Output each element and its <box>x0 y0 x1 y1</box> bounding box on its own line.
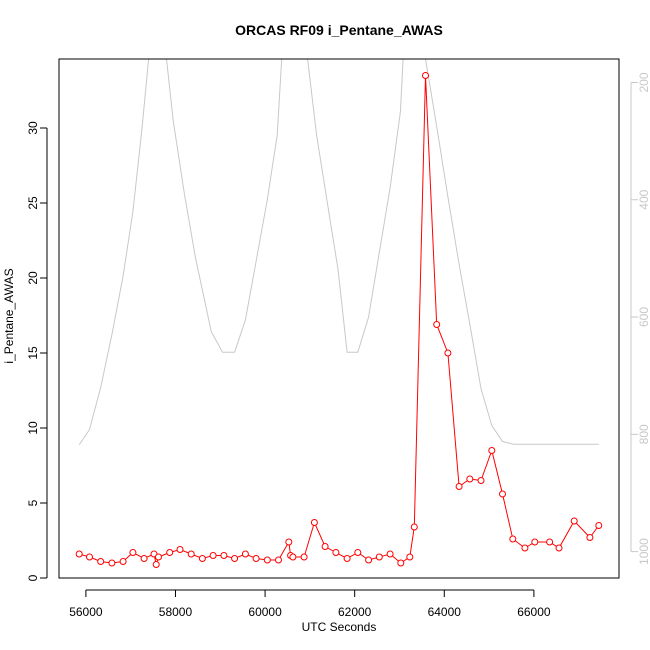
secondary-series-layer <box>78 59 599 446</box>
data-point <box>119 558 127 565</box>
x-tick-label: 58000 <box>159 605 193 619</box>
secondary-y-axis: 200 400 600 800 1000 <box>630 72 650 565</box>
data-point <box>321 543 329 550</box>
data-point <box>252 555 260 562</box>
data-point <box>332 549 340 556</box>
data-point <box>241 550 249 558</box>
data-point <box>198 555 206 562</box>
data-point <box>410 523 418 531</box>
plot-frame <box>58 58 620 579</box>
data-point <box>108 559 116 567</box>
data-point <box>176 546 184 553</box>
y-tick-label: 5 <box>26 499 40 506</box>
data-point <box>97 558 105 565</box>
x-axis: 56000 58000 60000 62000 64000 66000 <box>69 589 551 619</box>
data-point <box>406 553 414 561</box>
data-point <box>570 517 578 525</box>
data-point <box>531 538 539 546</box>
y-tick-label: 15 <box>26 346 40 360</box>
y-tick-label: 30 <box>26 121 40 135</box>
x-tick-label: 64000 <box>428 605 462 619</box>
data-point <box>354 549 362 556</box>
data-point <box>310 519 318 526</box>
y-axis-label: i_Pentane_AWAS <box>2 268 16 363</box>
data-point <box>586 534 594 541</box>
data-point <box>477 477 485 484</box>
data-point <box>187 550 195 558</box>
data-point <box>521 544 529 552</box>
data-point <box>231 555 239 562</box>
data-point <box>546 538 554 546</box>
x-tick-label: 66000 <box>517 605 551 619</box>
data-point <box>343 555 351 562</box>
data-point <box>300 553 308 561</box>
data-point <box>275 556 282 564</box>
data-point <box>375 553 383 561</box>
data-point <box>499 490 506 498</box>
data-point <box>129 549 137 556</box>
data-point <box>422 72 429 79</box>
data-point <box>466 475 474 483</box>
y-tick-label: 20 <box>26 271 40 285</box>
data-point <box>152 561 160 568</box>
x-tick-label: 62000 <box>338 605 372 619</box>
x-tick-label: 56000 <box>69 605 103 619</box>
data-point <box>209 552 217 559</box>
primary-series-layer <box>75 72 603 568</box>
y-tick-label: 25 <box>26 196 40 210</box>
series-line <box>79 75 600 565</box>
data-point <box>220 552 228 559</box>
data-point <box>555 544 563 552</box>
y-tick-label: 10 <box>26 421 40 435</box>
secondary-tick-label: 400 <box>637 189 650 209</box>
data-point <box>386 550 394 558</box>
data-point <box>289 553 297 561</box>
data-point <box>86 553 93 561</box>
x-axis-label: UTC Seconds <box>302 620 377 634</box>
data-point <box>263 556 271 564</box>
data-point <box>488 447 496 454</box>
data-point <box>455 483 463 490</box>
y-axis: 0 5 10 15 20 25 30 <box>26 121 48 581</box>
secondary-tick-label: 1000 <box>637 538 650 565</box>
data-point <box>433 321 441 328</box>
secondary-tick-label: 600 <box>637 307 650 327</box>
secondary-series-line <box>78 59 599 446</box>
data-point <box>509 535 517 543</box>
data-point <box>155 553 162 561</box>
y-tick-label: 0 <box>26 574 40 581</box>
data-point <box>444 349 452 357</box>
secondary-tick-label: 200 <box>637 72 650 92</box>
data-point <box>595 522 603 529</box>
data-point <box>75 550 83 558</box>
secondary-tick-label: 800 <box>637 424 650 444</box>
data-point <box>397 559 405 567</box>
data-point <box>365 556 373 564</box>
x-tick-label: 60000 <box>248 605 282 619</box>
data-point <box>140 555 148 562</box>
data-point <box>285 538 293 546</box>
data-point <box>166 549 174 556</box>
chart-title: ORCAS RF09 i_Pentane_AWAS <box>235 22 443 38</box>
